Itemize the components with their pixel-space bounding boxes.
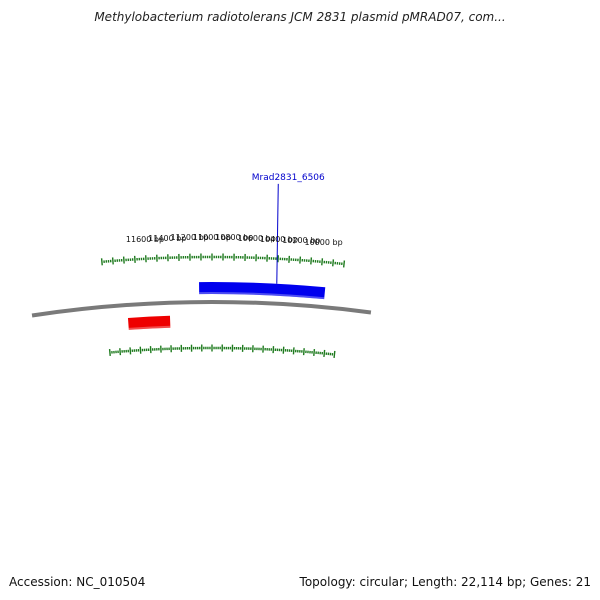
forward-gene-arc	[199, 282, 326, 300]
inner-scale-ticks	[108, 344, 336, 359]
backbone-arc	[31, 300, 372, 318]
scale-label: 11400 bp	[148, 234, 186, 243]
forward-gene-highlight	[199, 292, 325, 300]
gene-track: Mrad2831_6506	[127, 173, 326, 330]
outer-scale-ticks	[100, 253, 346, 268]
scale-label: 11600 bp	[126, 235, 164, 244]
reverse-gene-highlight	[128, 325, 171, 330]
outer-tick	[342, 260, 346, 268]
outer-tick	[321, 258, 324, 266]
inner-tick	[323, 349, 326, 357]
scale-label: 10200 bp	[282, 236, 320, 245]
scale-label: 10000 bp	[305, 238, 343, 247]
inner-tick	[333, 350, 336, 359]
scale-label: 10600 bp	[238, 234, 276, 243]
gene-label-leader	[276, 183, 279, 284]
outer-tick	[111, 257, 114, 265]
inner-tick	[302, 348, 305, 356]
outer-tick	[310, 257, 313, 265]
reverse-gene-arc	[127, 315, 171, 330]
inner-tick	[108, 348, 111, 357]
outer-tick	[332, 259, 335, 267]
scale-label: 11000 bp	[193, 233, 231, 242]
inner-tick	[313, 348, 316, 357]
outer-tick	[100, 258, 103, 266]
scale-label: 10800 bp	[215, 233, 253, 242]
accession-text: Accession: NC_010504	[9, 575, 146, 589]
gene-label: Mrad2831_6506	[252, 173, 325, 183]
inner-tick	[119, 348, 122, 356]
scale-label: 11200 bp	[171, 233, 209, 242]
map-title: Methylobacterium radiotolerans JCM 2831 …	[94, 10, 506, 24]
plasmid-backbone	[31, 300, 372, 318]
topology-summary: Topology: circular; Length: 22,114 bp; G…	[299, 575, 591, 589]
scale-label: 10400 bp	[260, 235, 298, 244]
